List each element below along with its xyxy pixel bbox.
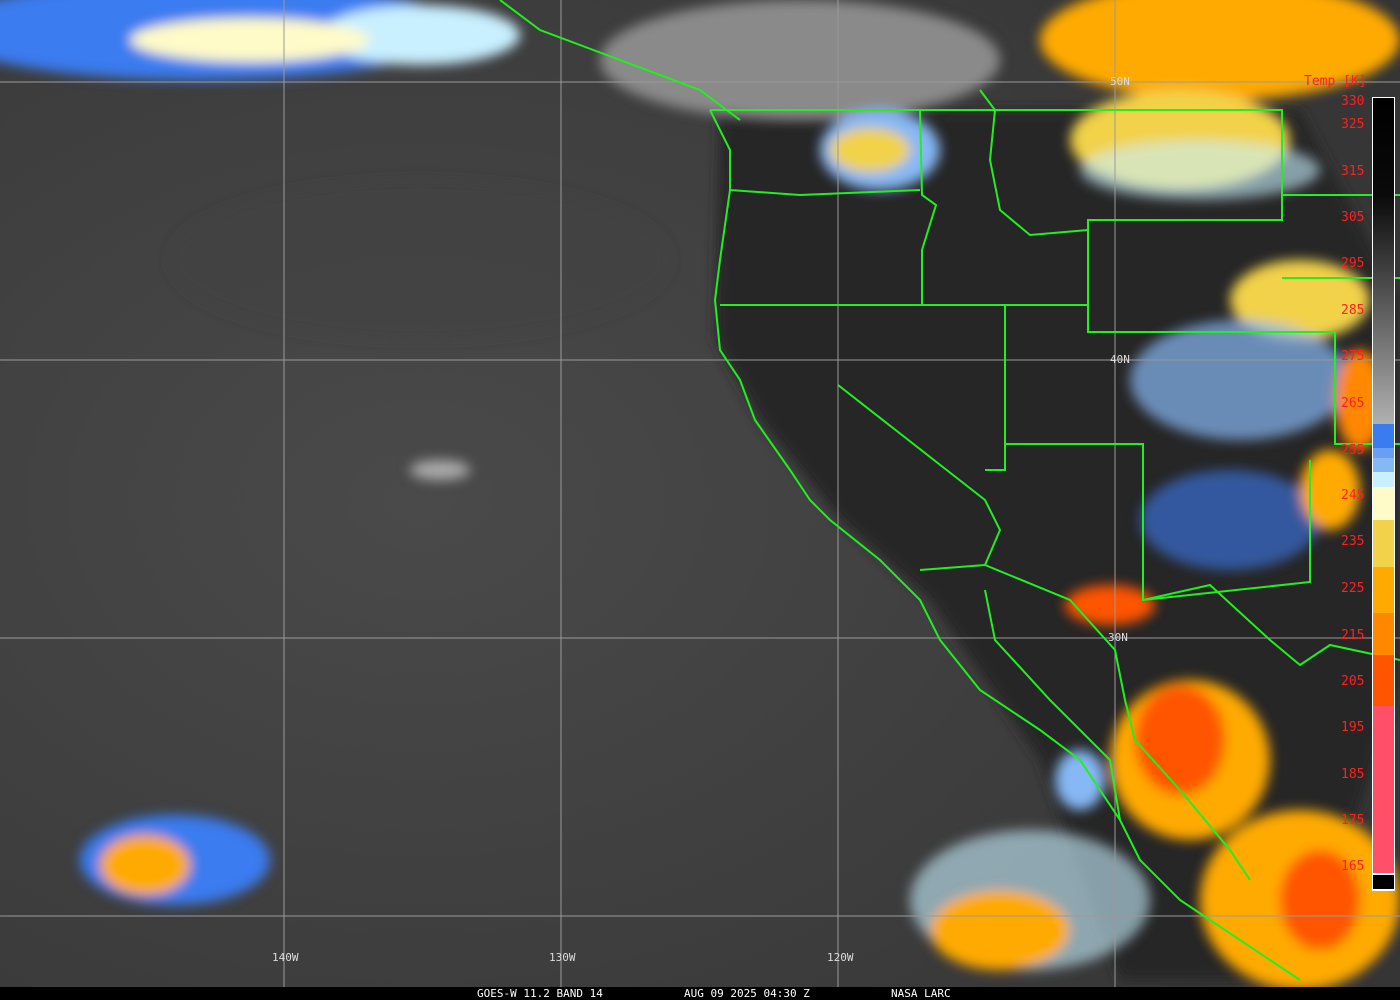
colorbar-tick-label: 245 — [1341, 488, 1364, 503]
latitude-label-50n: 50N — [1110, 75, 1130, 88]
colorbar-tick-label: 275 — [1341, 349, 1364, 364]
latitude-label-40n: 40N — [1110, 353, 1130, 366]
colorbar-tick-label: 330 — [1341, 94, 1364, 109]
satellite-band-label: GOES-W 11.2 BAND 14 — [477, 987, 603, 1000]
caption-bar: GOES-W 11.2 BAND 14 AUG 09 2025 04:30 Z … — [0, 987, 1400, 1000]
latitude-label-30n: 30N — [1108, 631, 1128, 644]
longitude-label-140w: 140W — [272, 951, 299, 964]
colorbar-tick-label: 235 — [1341, 534, 1364, 549]
colorbar-title: Temp [K] — [1304, 74, 1367, 89]
political-boundaries — [499, 0, 1400, 981]
colorbar-tick-label: 175 — [1341, 813, 1364, 828]
longitude-label-120w: 120W — [827, 951, 854, 964]
colorbar-tick-label: 195 — [1341, 720, 1364, 735]
colorbar-tick-label: 325 — [1341, 117, 1364, 132]
colorbar-tick-label: 215 — [1341, 628, 1364, 643]
colorbar-tick-label: 205 — [1341, 674, 1364, 689]
colorbar-tick-label: 265 — [1341, 396, 1364, 411]
colorbar-tick-label: 225 — [1341, 581, 1364, 596]
colorbar-tick-label: 185 — [1341, 767, 1364, 782]
source-label: NASA LARC — [891, 987, 951, 1000]
colorbar: Temp [K] 330 325 315 305 295 285 275 265 255 245 2… — [1304, 74, 1395, 891]
timestamp-label: AUG 09 2025 04:30 Z — [684, 987, 810, 1000]
longitude-label-130w: 130W — [549, 951, 576, 964]
colorbar-tick-label: 165 — [1341, 859, 1364, 874]
colorbar-tick-label: 305 — [1341, 210, 1364, 225]
colorbar-tick-label: 285 — [1341, 303, 1364, 318]
colorbar-tick-label: 255 — [1341, 443, 1364, 458]
colorbar-tick-label: 315 — [1341, 164, 1364, 179]
colorbar-tick-label: 295 — [1341, 256, 1364, 271]
